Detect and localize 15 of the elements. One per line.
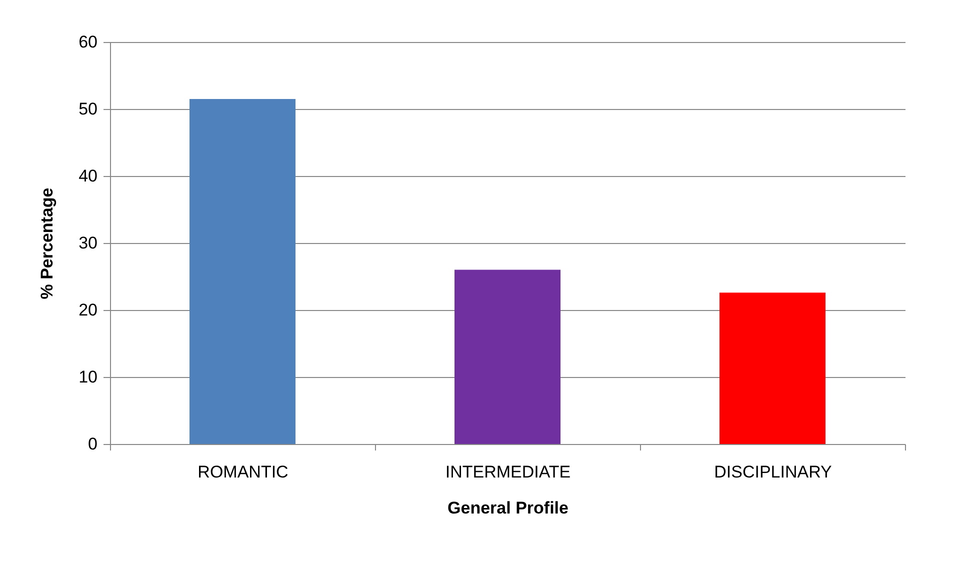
x-tick-label: INTERMEDIATE: [445, 462, 571, 482]
bar: [190, 98, 296, 444]
y-tick-label: 10: [78, 368, 98, 386]
y-tick-label: 30: [78, 234, 98, 252]
y-tick-label: 40: [78, 166, 98, 186]
y-tick-label: 60: [78, 32, 98, 52]
y-tick-label: 20: [78, 300, 98, 320]
x-tick-label: ROMANTIC: [198, 462, 288, 482]
y-tick-label: 0: [88, 434, 98, 454]
bar: [454, 270, 560, 444]
bar: [720, 292, 826, 444]
x-axis-title: General Profile: [448, 498, 568, 518]
x-tick-label: DISCIPLINARY: [714, 462, 832, 482]
y-axis-title: % Percentage: [38, 188, 57, 300]
y-tick-label: 50: [78, 100, 98, 118]
